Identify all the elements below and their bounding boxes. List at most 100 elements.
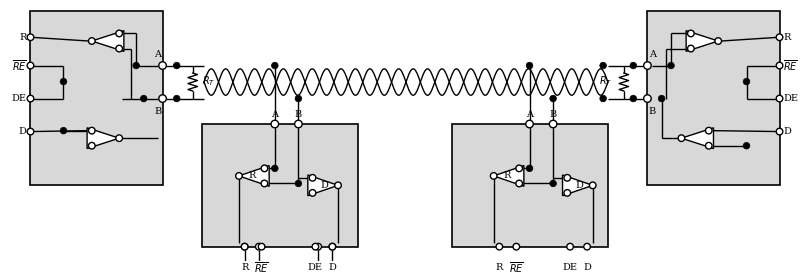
Circle shape <box>706 127 712 134</box>
Circle shape <box>271 165 278 172</box>
Circle shape <box>667 62 675 69</box>
Text: D: D <box>576 181 583 190</box>
Text: R: R <box>503 171 510 180</box>
Circle shape <box>584 243 590 250</box>
Circle shape <box>644 95 651 102</box>
Circle shape <box>295 120 302 128</box>
Circle shape <box>159 95 166 102</box>
Circle shape <box>715 38 722 44</box>
Circle shape <box>550 95 556 102</box>
Text: A: A <box>271 110 279 119</box>
Text: B: B <box>649 107 656 116</box>
Circle shape <box>60 127 66 134</box>
Text: $\overline{RE}$: $\overline{RE}$ <box>509 260 524 275</box>
Circle shape <box>116 45 122 52</box>
Circle shape <box>28 128 34 135</box>
Bar <box>31 11 163 185</box>
Text: R: R <box>241 263 249 272</box>
Circle shape <box>688 45 694 52</box>
Polygon shape <box>493 166 524 186</box>
Circle shape <box>88 38 95 44</box>
Circle shape <box>28 62 34 69</box>
Circle shape <box>630 95 637 102</box>
Circle shape <box>241 243 248 250</box>
Circle shape <box>173 62 180 69</box>
Circle shape <box>255 243 262 250</box>
Circle shape <box>496 243 503 250</box>
Circle shape <box>744 142 750 149</box>
Circle shape <box>315 243 322 250</box>
Circle shape <box>236 173 242 179</box>
Text: DE: DE <box>783 94 799 103</box>
Polygon shape <box>92 31 124 51</box>
Polygon shape <box>308 175 338 196</box>
Polygon shape <box>87 128 119 148</box>
Text: DE: DE <box>11 94 27 103</box>
Text: $\overline{RE}$: $\overline{RE}$ <box>783 58 798 73</box>
Circle shape <box>678 135 684 141</box>
Circle shape <box>261 180 268 187</box>
Circle shape <box>133 62 139 69</box>
Circle shape <box>271 120 279 128</box>
Circle shape <box>526 62 533 69</box>
Circle shape <box>28 95 34 102</box>
Text: DE: DE <box>308 263 323 272</box>
Text: $\overline{RE}$: $\overline{RE}$ <box>12 58 27 73</box>
Circle shape <box>776 128 782 135</box>
Circle shape <box>159 62 166 69</box>
Text: D: D <box>583 263 591 272</box>
Circle shape <box>261 165 268 172</box>
Circle shape <box>526 120 533 128</box>
Text: $R_T$: $R_T$ <box>599 75 612 89</box>
Circle shape <box>600 62 607 69</box>
Text: D: D <box>19 127 27 136</box>
Text: D: D <box>328 263 336 272</box>
Text: R: R <box>19 33 27 42</box>
Circle shape <box>564 175 570 181</box>
Text: R: R <box>249 171 256 180</box>
Circle shape <box>329 243 335 250</box>
Circle shape <box>526 165 533 172</box>
Circle shape <box>335 182 341 189</box>
Bar <box>647 11 779 185</box>
Circle shape <box>516 180 522 187</box>
Circle shape <box>744 78 750 85</box>
Text: A: A <box>526 110 533 119</box>
Text: DE: DE <box>563 263 578 272</box>
Circle shape <box>776 34 782 40</box>
Circle shape <box>776 62 782 69</box>
Text: A: A <box>155 50 161 59</box>
Text: A: A <box>649 50 655 59</box>
Circle shape <box>630 62 637 69</box>
Polygon shape <box>239 166 269 186</box>
Text: $\overline{RE}$: $\overline{RE}$ <box>254 260 269 275</box>
Circle shape <box>513 243 520 250</box>
Text: B: B <box>549 110 556 119</box>
Circle shape <box>88 127 95 134</box>
Circle shape <box>706 142 712 149</box>
Circle shape <box>295 95 301 102</box>
Bar <box>202 124 358 247</box>
Polygon shape <box>681 128 714 148</box>
Text: R: R <box>783 33 791 42</box>
Text: B: B <box>154 107 161 116</box>
Circle shape <box>241 243 248 250</box>
Circle shape <box>271 62 278 69</box>
Circle shape <box>309 189 316 196</box>
Circle shape <box>776 95 782 102</box>
Text: R: R <box>496 263 503 272</box>
Circle shape <box>688 30 694 37</box>
Circle shape <box>140 95 147 102</box>
Circle shape <box>312 243 318 250</box>
Bar <box>452 124 608 247</box>
Text: $R_T$: $R_T$ <box>202 75 215 89</box>
Circle shape <box>258 243 265 250</box>
Circle shape <box>490 173 497 179</box>
Circle shape <box>590 182 596 189</box>
Circle shape <box>116 30 122 37</box>
Circle shape <box>329 243 335 250</box>
Circle shape <box>550 180 556 187</box>
Polygon shape <box>686 31 718 51</box>
Circle shape <box>549 120 557 128</box>
Circle shape <box>567 243 573 250</box>
